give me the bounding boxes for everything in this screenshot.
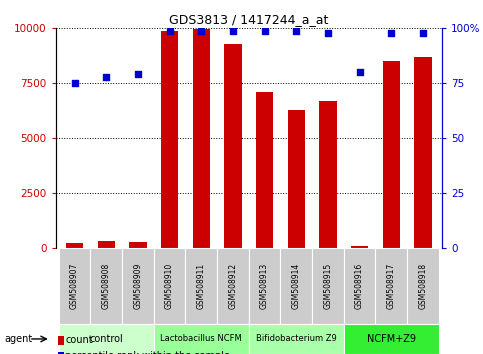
Bar — [90, 248, 122, 324]
Text: GSM508910: GSM508910 — [165, 263, 174, 309]
Text: GSM508914: GSM508914 — [292, 263, 301, 309]
Point — [324, 30, 332, 35]
Point — [356, 69, 364, 75]
Bar — [319, 101, 337, 248]
Text: GSM508918: GSM508918 — [418, 263, 427, 309]
Bar — [249, 324, 344, 354]
Text: Bifidobacterium Z9: Bifidobacterium Z9 — [256, 335, 337, 343]
Point — [419, 30, 427, 35]
Bar — [281, 248, 312, 324]
Text: agent: agent — [5, 334, 33, 344]
Bar — [224, 44, 242, 248]
Text: GSM508911: GSM508911 — [197, 263, 206, 309]
Bar — [161, 30, 178, 248]
Text: GSM508913: GSM508913 — [260, 263, 269, 309]
Bar — [312, 248, 344, 324]
Bar — [98, 241, 115, 248]
Point — [292, 28, 300, 33]
Point — [229, 28, 237, 33]
Title: GDS3813 / 1417244_a_at: GDS3813 / 1417244_a_at — [169, 13, 328, 26]
Bar — [344, 324, 439, 354]
Bar — [249, 248, 281, 324]
Point — [261, 28, 269, 33]
Bar — [122, 248, 154, 324]
Bar — [217, 248, 249, 324]
Bar — [383, 61, 400, 248]
Point — [102, 74, 110, 79]
Text: GSM508917: GSM508917 — [387, 263, 396, 309]
Text: GSM508916: GSM508916 — [355, 263, 364, 309]
Bar — [256, 92, 273, 248]
Text: percentile rank within the sample: percentile rank within the sample — [65, 351, 230, 354]
Point — [198, 28, 205, 33]
Text: control: control — [89, 334, 123, 344]
Point — [387, 30, 395, 35]
Bar — [185, 248, 217, 324]
Text: Lactobacillus NCFM: Lactobacillus NCFM — [160, 335, 242, 343]
Bar — [154, 324, 249, 354]
Bar — [66, 244, 83, 248]
Text: GSM508909: GSM508909 — [133, 263, 142, 309]
Bar — [407, 248, 439, 324]
Bar — [351, 246, 369, 248]
Bar — [154, 248, 185, 324]
Bar — [59, 248, 90, 324]
Text: GSM508907: GSM508907 — [70, 263, 79, 309]
Bar — [287, 109, 305, 248]
Bar — [375, 248, 407, 324]
Text: GSM508908: GSM508908 — [102, 263, 111, 309]
Text: GSM508912: GSM508912 — [228, 263, 238, 309]
Bar — [59, 324, 154, 354]
Bar — [129, 242, 147, 248]
Text: GSM508915: GSM508915 — [324, 263, 332, 309]
Text: count: count — [65, 335, 93, 345]
Bar — [193, 29, 210, 248]
Point — [71, 80, 78, 86]
Bar — [414, 57, 432, 248]
Point — [166, 28, 173, 33]
Point — [134, 72, 142, 77]
Bar — [344, 248, 375, 324]
Text: NCFM+Z9: NCFM+Z9 — [367, 334, 416, 344]
